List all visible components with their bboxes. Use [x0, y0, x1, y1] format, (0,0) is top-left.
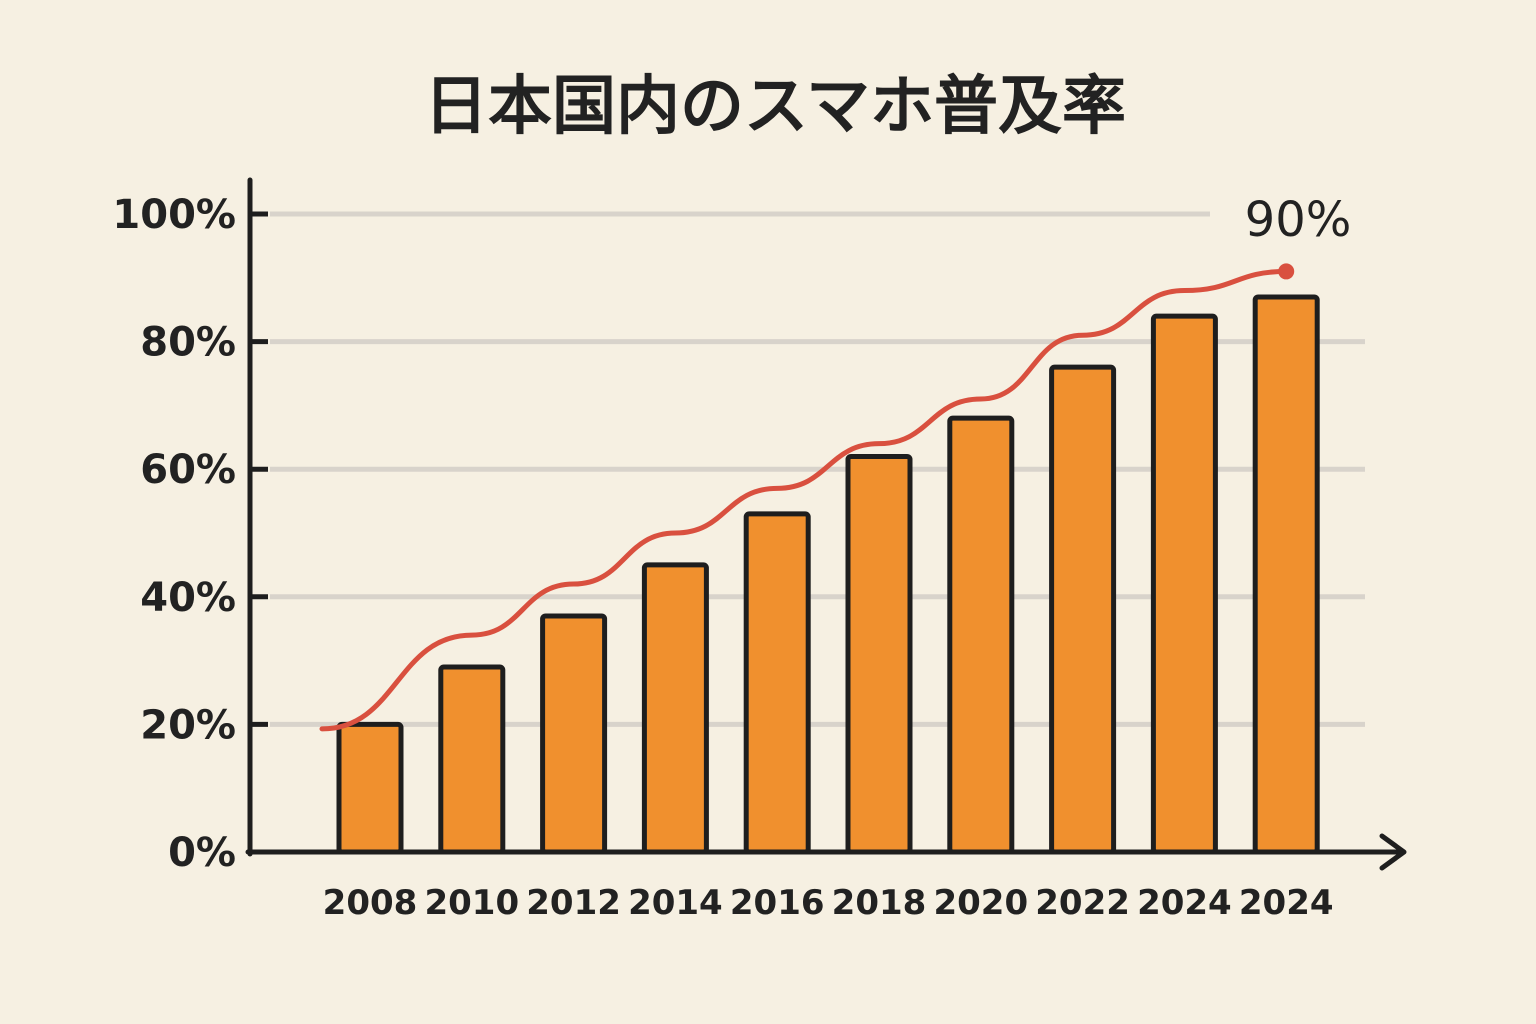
x-tick-label: 2022	[1035, 883, 1130, 923]
y-tick-label: 100%	[112, 192, 236, 238]
x-tick-label: 2024	[1239, 883, 1334, 923]
bars	[336, 294, 1320, 855]
y-tick-label: 0%	[168, 830, 236, 876]
trend-line-group	[319, 263, 1295, 732]
x-tick-label: 2016	[730, 883, 825, 923]
x-axis-arrow-icon	[1379, 833, 1407, 871]
y-tick-label: 80%	[140, 320, 236, 366]
y-tick-label: 60%	[140, 447, 236, 493]
bar-2020-6	[947, 415, 1015, 855]
bar-2012-2	[540, 613, 608, 855]
x-tick-label: 2018	[832, 883, 927, 923]
x-tick-labels: 2008 2010 2012 2014 2016 2018 2020 2022 2024 2024	[323, 883, 1334, 923]
end-value-annotation: 90%	[1245, 192, 1352, 248]
x-tick-label: 2020	[933, 883, 1028, 923]
x-tick-label: 2024	[1137, 883, 1232, 923]
x-tick-label: 2010	[424, 883, 519, 923]
y-tick-label: 20%	[140, 702, 236, 748]
y-tick-label: 40%	[140, 575, 236, 621]
x-tick-label: 2012	[526, 883, 621, 923]
y-tick-labels: 0% 20% 40% 60% 80% 100%	[112, 192, 268, 876]
bar-2008-0	[336, 721, 404, 855]
chart-title: 日本国内のスマホ普及率	[424, 70, 1126, 144]
trend-line	[319, 268, 1289, 732]
bar-2024-8	[1150, 313, 1218, 855]
x-tick-label: 2014	[628, 883, 723, 923]
bar-2016-4	[743, 511, 811, 855]
bar-2010-1	[438, 664, 506, 855]
bar-2024-9	[1252, 294, 1320, 855]
bar-2018-5	[845, 453, 913, 855]
bar-2022-7	[1049, 364, 1117, 855]
bar-2014-3	[641, 562, 709, 855]
x-tick-label: 2008	[323, 883, 418, 923]
axes	[245, 177, 1407, 871]
trend-end-point	[1278, 263, 1295, 280]
